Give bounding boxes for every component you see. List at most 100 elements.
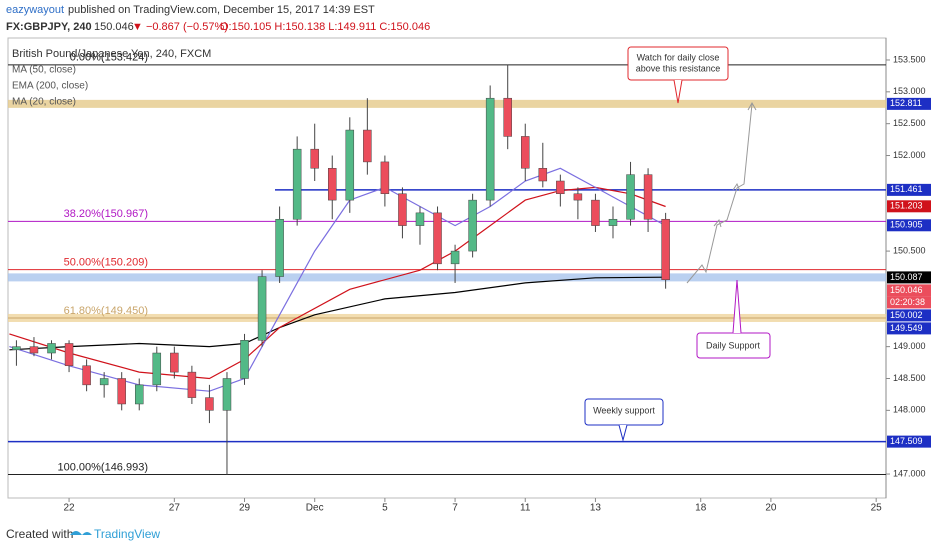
price-label-box xyxy=(887,435,931,448)
fib-label: 50.00%(150.209) xyxy=(64,257,148,269)
candle-body xyxy=(99,378,109,386)
y-tick-label: 149.000 xyxy=(893,341,926,351)
fib-label: 100.00%(146.993) xyxy=(57,461,148,473)
price-label: 150.002 xyxy=(890,310,923,320)
price-label: 151.461 xyxy=(890,184,923,194)
plot: 0.00%(153.424) 38.20%(150.967) 50.00%(150.… xyxy=(8,52,926,514)
candle-body xyxy=(415,212,425,226)
y-tick-label: 152.000 xyxy=(893,150,926,160)
x-tick-label: 18 xyxy=(695,503,707,514)
y-tick-label: 150.500 xyxy=(893,245,926,255)
legend-ma50: MA (50, close) xyxy=(12,65,76,76)
candle-body xyxy=(661,218,670,281)
legend-ema200: EMA (200, close) xyxy=(12,81,88,92)
candle-body xyxy=(170,352,179,373)
candle-body xyxy=(485,97,495,201)
candle-body xyxy=(380,161,390,195)
candle-body xyxy=(573,193,583,201)
legend-title: British Pound/Japanese Yen, 240, FXCM xyxy=(12,48,211,60)
price-label: 150.087 xyxy=(890,272,923,282)
price-label-box xyxy=(887,322,931,335)
x-tick-label: 25 xyxy=(871,503,883,514)
callout-pointer xyxy=(618,424,628,442)
price-label: 149.549 xyxy=(890,323,923,333)
countdown-box xyxy=(887,296,931,309)
candle-body xyxy=(503,97,512,137)
candle-body xyxy=(468,199,477,252)
price-label-box xyxy=(887,183,931,196)
candle-body xyxy=(521,136,530,169)
legend-ma20: MA (20, close) xyxy=(12,97,76,108)
price-label-box xyxy=(887,309,931,322)
callout-pointer xyxy=(673,79,683,104)
callout-text: Daily Support xyxy=(706,340,761,350)
callout-pointer xyxy=(732,279,742,334)
symbol: FX:GBPJPY, 240 xyxy=(6,21,92,33)
candle-body xyxy=(187,371,197,398)
footer-brand[interactable]: TradingView xyxy=(94,527,160,541)
last-price: 150.046 xyxy=(94,21,134,33)
fib-label: 0.00%(153.424) xyxy=(70,52,148,64)
published: published on TradingView.com, December 1… xyxy=(68,4,375,16)
candle-body xyxy=(29,346,39,354)
y-tick-label: 148.500 xyxy=(893,373,926,383)
price-label-box xyxy=(887,200,931,213)
fib-label: 38.20%(150.967) xyxy=(64,208,148,220)
candle-body xyxy=(222,378,232,411)
price-label-box xyxy=(887,219,931,232)
candle-body xyxy=(240,340,249,379)
candle-body xyxy=(64,343,74,367)
candle-body xyxy=(327,168,337,201)
ohlc: O:150.105 H:150.138 L:149.911 C:150.046 xyxy=(220,21,430,33)
callout-text: Weekly support xyxy=(593,405,655,415)
candle-body xyxy=(205,397,214,411)
y-tick-label: 153.000 xyxy=(893,86,926,96)
callout-text: above this resistance xyxy=(636,63,721,73)
fib-label: 61.80%(149.450) xyxy=(64,305,148,317)
y-tick-label: 148.000 xyxy=(893,405,926,415)
callout-text: Watch for daily close xyxy=(637,52,720,62)
price-label-box xyxy=(887,284,931,297)
author[interactable]: eazywayout xyxy=(6,4,64,16)
x-tick-label: 7 xyxy=(452,503,458,514)
x-tick-label: 27 xyxy=(169,503,181,514)
moving-average xyxy=(9,276,666,351)
candle-body xyxy=(275,218,284,277)
candle-body xyxy=(626,174,635,220)
candle-body xyxy=(556,180,565,195)
candle-body xyxy=(152,352,162,386)
zone xyxy=(8,99,886,108)
candle-body xyxy=(450,250,460,265)
candle-body xyxy=(82,365,91,386)
candle-body xyxy=(47,343,56,354)
candle-body xyxy=(608,218,618,226)
moving-average xyxy=(9,186,666,380)
price-label: 152.811 xyxy=(890,98,922,108)
candle-body xyxy=(363,129,372,163)
zone xyxy=(8,273,886,282)
candle-body xyxy=(257,276,267,341)
candle-body xyxy=(292,148,302,220)
y-tick-label: 152.500 xyxy=(893,118,926,128)
candle-body xyxy=(643,174,653,220)
candle-body xyxy=(433,212,442,265)
countdown: 02:20:38 xyxy=(890,297,925,307)
footer-created: Created with xyxy=(6,527,73,541)
price-label: 147.509 xyxy=(890,436,923,446)
candle-body xyxy=(12,346,21,351)
price-label: 150.905 xyxy=(890,220,923,230)
candle-body xyxy=(398,193,407,226)
price-label: 151.203 xyxy=(890,201,923,211)
candle-body xyxy=(345,129,355,201)
x-tick-label: 29 xyxy=(239,503,251,514)
x-tick-label: 22 xyxy=(63,503,75,514)
x-tick-label: 20 xyxy=(765,503,777,514)
y-tick-label: 147.000 xyxy=(893,468,926,478)
candle-body xyxy=(538,168,548,182)
y-tick-label: 153.500 xyxy=(893,54,926,64)
price-label: 150.046 xyxy=(890,285,923,295)
change: ▼ −0.867 (−0.57%) xyxy=(132,21,228,33)
x-tick-label: 13 xyxy=(590,503,602,514)
